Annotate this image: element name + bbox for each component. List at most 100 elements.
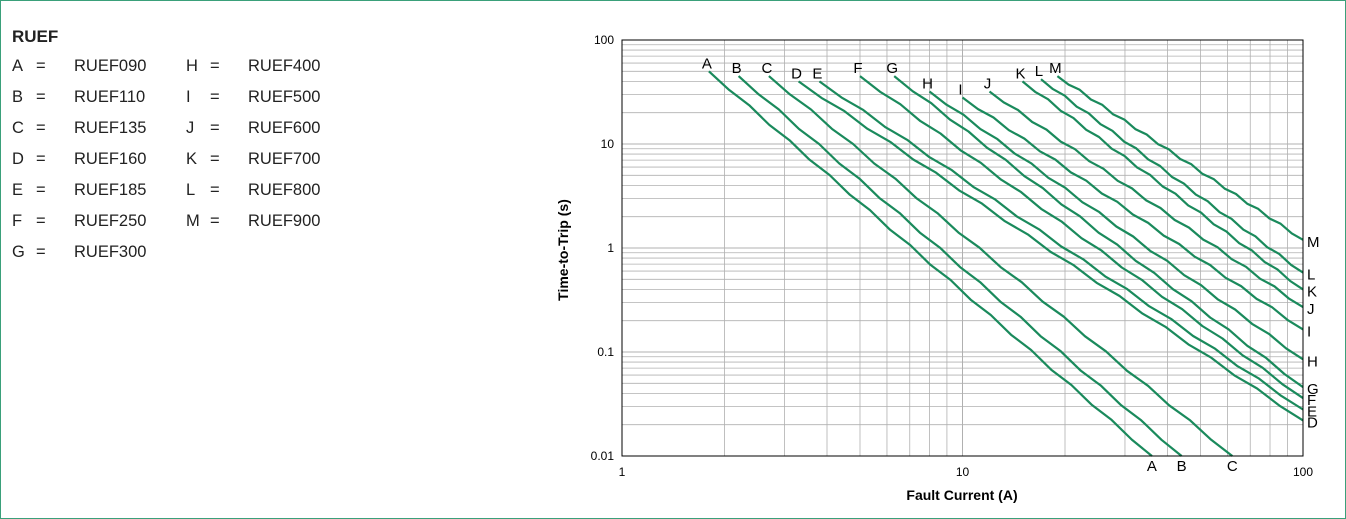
curve-label-end: H — [1307, 353, 1318, 370]
legend-value: RUEF900 — [248, 212, 321, 230]
curve-label-top: G — [886, 60, 898, 77]
legend-value: RUEF185 — [74, 181, 147, 199]
legend-key: D — [12, 150, 24, 168]
curve-label-end: L — [1307, 267, 1315, 284]
legend-key: G — [12, 243, 25, 261]
curve-label-top: F — [853, 60, 862, 77]
legend-key: K — [186, 150, 198, 168]
curve-label-top: J — [984, 75, 992, 92]
curve-label-end: D — [1307, 414, 1318, 431]
trip-curve-f — [859, 75, 1304, 400]
legend-item: C = RUEF135 — [12, 113, 186, 144]
legend-equals: = — [36, 243, 46, 261]
legend-item: G = RUEF300 — [12, 237, 186, 268]
curve-label-top: B — [732, 60, 742, 77]
legend-equals: = — [36, 212, 46, 230]
legend-equals: = — [36, 119, 46, 137]
grid-lines — [622, 40, 1303, 456]
curve-label-end: B — [1177, 458, 1187, 475]
legend-key: M — [186, 212, 200, 230]
legend-key: H — [186, 57, 198, 75]
legend-equals: = — [210, 88, 220, 106]
legend-value: RUEF300 — [74, 243, 147, 261]
legend-item: D = RUEF160 — [12, 144, 186, 175]
legend-key: F — [12, 212, 23, 230]
legend-key: B — [12, 88, 24, 106]
curve-label-end: A — [1147, 458, 1157, 475]
trip-curves — [708, 70, 1304, 457]
trip-curve-g — [893, 75, 1304, 388]
trip-curve-h — [928, 90, 1304, 361]
legend-key: L — [186, 181, 196, 199]
legend-value: RUEF500 — [248, 88, 321, 106]
curve-label-end: C — [1227, 458, 1238, 475]
legend-equals: = — [36, 150, 46, 168]
x-tick-label: 1 — [619, 465, 626, 479]
legend-value: RUEF090 — [74, 57, 147, 75]
y-tick-label: 0.1 — [597, 345, 614, 359]
legend-value: RUEF250 — [74, 212, 147, 230]
legend-item: I = RUEF500 — [186, 82, 360, 113]
trip-curve-e — [818, 80, 1304, 411]
legend-item: A = RUEF090 — [12, 51, 186, 82]
legend-equals: = — [210, 119, 220, 137]
trip-curve-i — [961, 96, 1304, 331]
legend-value: RUEF110 — [74, 88, 146, 106]
curve-label-top: H — [922, 75, 933, 92]
curve-label-top: K — [1015, 65, 1025, 82]
y-tick-label: 100 — [594, 33, 614, 47]
trip-curve-a — [708, 70, 1153, 457]
y-tick-label: 0.01 — [591, 449, 615, 463]
legend-equals: = — [210, 150, 220, 168]
trip-curve-k — [1021, 80, 1304, 291]
trip-curve-b — [737, 75, 1183, 457]
curve-label-end: G — [1307, 381, 1319, 398]
y-axis-title: Time-to-Trip (s) — [555, 199, 571, 301]
x-axis-title: Fault Current (A) — [906, 487, 1017, 503]
curve-label-end: I — [1307, 323, 1311, 340]
legend-item: J = RUEF600 — [186, 113, 360, 144]
curve-label-top: L — [1035, 63, 1043, 80]
legend-equals: = — [36, 181, 46, 199]
legend-equals: = — [36, 88, 46, 106]
y-tick-label: 10 — [601, 137, 615, 151]
trip-curve-d — [797, 80, 1304, 422]
curve-label-end: F — [1307, 392, 1316, 409]
legend-key: C — [12, 119, 24, 137]
legend-item: K = RUEF700 — [186, 144, 360, 175]
legend-key: A — [12, 57, 24, 75]
plot-border — [621, 39, 1304, 457]
trip-curve-l — [1040, 78, 1304, 274]
legend-item: E = RUEF185 — [12, 175, 186, 206]
legend-value: RUEF160 — [74, 150, 147, 168]
tick-labels: 1 10 100 100 10 1 0.1 0.01 — [591, 33, 1314, 479]
curve-label-end: K — [1307, 283, 1317, 300]
legend: RUEF A = RUEF090 B = RUEF110 C = RUEF135 D = RUE… — [12, 27, 360, 268]
legend-equals: = — [210, 57, 220, 75]
legend-columns: A = RUEF090 B = RUEF110 C = RUEF135 D = RUEF160 … — [12, 51, 360, 268]
curve-label-end: M — [1307, 234, 1320, 251]
curve-label-top: E — [812, 65, 822, 82]
legend-title: RUEF — [12, 27, 59, 46]
legend-value: RUEF400 — [248, 57, 321, 75]
curve-label-end: E — [1307, 403, 1317, 420]
legend-column-2: H = RUEF400 I = RUEF500 J = RUEF600 K = RUEF700 … — [186, 51, 360, 268]
y-tick-label: 1 — [607, 241, 614, 255]
legend-key: E — [12, 181, 24, 199]
curve-label-top: C — [761, 60, 772, 77]
legend-value: RUEF135 — [74, 119, 147, 137]
x-tick-label: 100 — [1293, 465, 1313, 479]
legend-value: RUEF600 — [248, 119, 321, 137]
legend-item: B = RUEF110 — [12, 82, 186, 113]
curve-label-top: I — [958, 81, 962, 98]
curve-label-top: A — [702, 55, 712, 72]
legend-item: H = RUEF400 — [186, 51, 360, 82]
legend-key: I — [186, 88, 191, 106]
curve-label-end: J — [1307, 301, 1315, 318]
trip-curve-m — [1056, 75, 1304, 241]
legend-column-1: A = RUEF090 B = RUEF110 C = RUEF135 D = RUEF160 … — [12, 51, 186, 268]
legend-equals: = — [210, 181, 220, 199]
x-tick-label: 10 — [956, 465, 970, 479]
legend-value: RUEF700 — [248, 150, 321, 168]
